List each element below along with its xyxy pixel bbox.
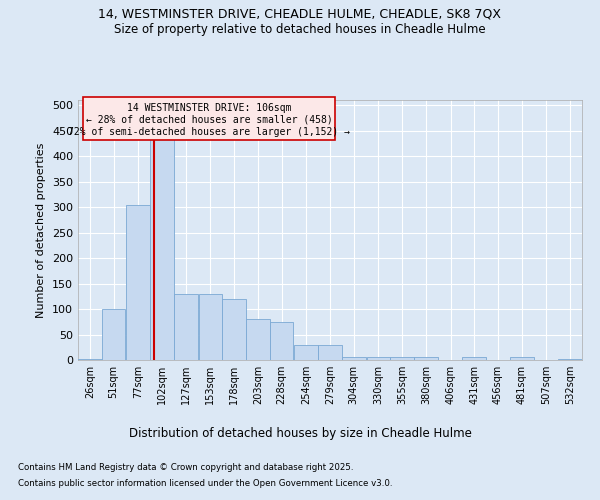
Bar: [246, 319, 270, 360]
Bar: [150, 126, 174, 360]
Bar: [270, 322, 293, 360]
Bar: [222, 299, 246, 360]
Text: Size of property relative to detached houses in Cheadle Hulme: Size of property relative to detached ho…: [114, 22, 486, 36]
Text: ← 28% of detached houses are smaller (458): ← 28% of detached houses are smaller (45…: [86, 115, 332, 125]
Bar: [199, 294, 222, 360]
Bar: [295, 344, 318, 360]
Bar: [127, 204, 150, 360]
Bar: [102, 309, 125, 360]
Text: 14, WESTMINSTER DRIVE, CHEADLE HULME, CHEADLE, SK8 7QX: 14, WESTMINSTER DRIVE, CHEADLE HULME, CH…: [98, 8, 502, 20]
Bar: [414, 358, 438, 360]
Bar: [342, 358, 365, 360]
Text: 72% of semi-detached houses are larger (1,152) →: 72% of semi-detached houses are larger (…: [68, 127, 350, 137]
Text: Contains public sector information licensed under the Open Government Licence v3: Contains public sector information licen…: [18, 478, 392, 488]
Bar: [318, 344, 342, 360]
Bar: [510, 358, 533, 360]
FancyBboxPatch shape: [83, 98, 335, 140]
Bar: [367, 358, 390, 360]
Text: Distribution of detached houses by size in Cheadle Hulme: Distribution of detached houses by size …: [128, 428, 472, 440]
Text: Contains HM Land Registry data © Crown copyright and database right 2025.: Contains HM Land Registry data © Crown c…: [18, 464, 353, 472]
Bar: [390, 358, 414, 360]
Text: 14 WESTMINSTER DRIVE: 106sqm: 14 WESTMINSTER DRIVE: 106sqm: [127, 102, 291, 113]
Y-axis label: Number of detached properties: Number of detached properties: [37, 142, 46, 318]
Bar: [463, 358, 486, 360]
Bar: [174, 294, 197, 360]
